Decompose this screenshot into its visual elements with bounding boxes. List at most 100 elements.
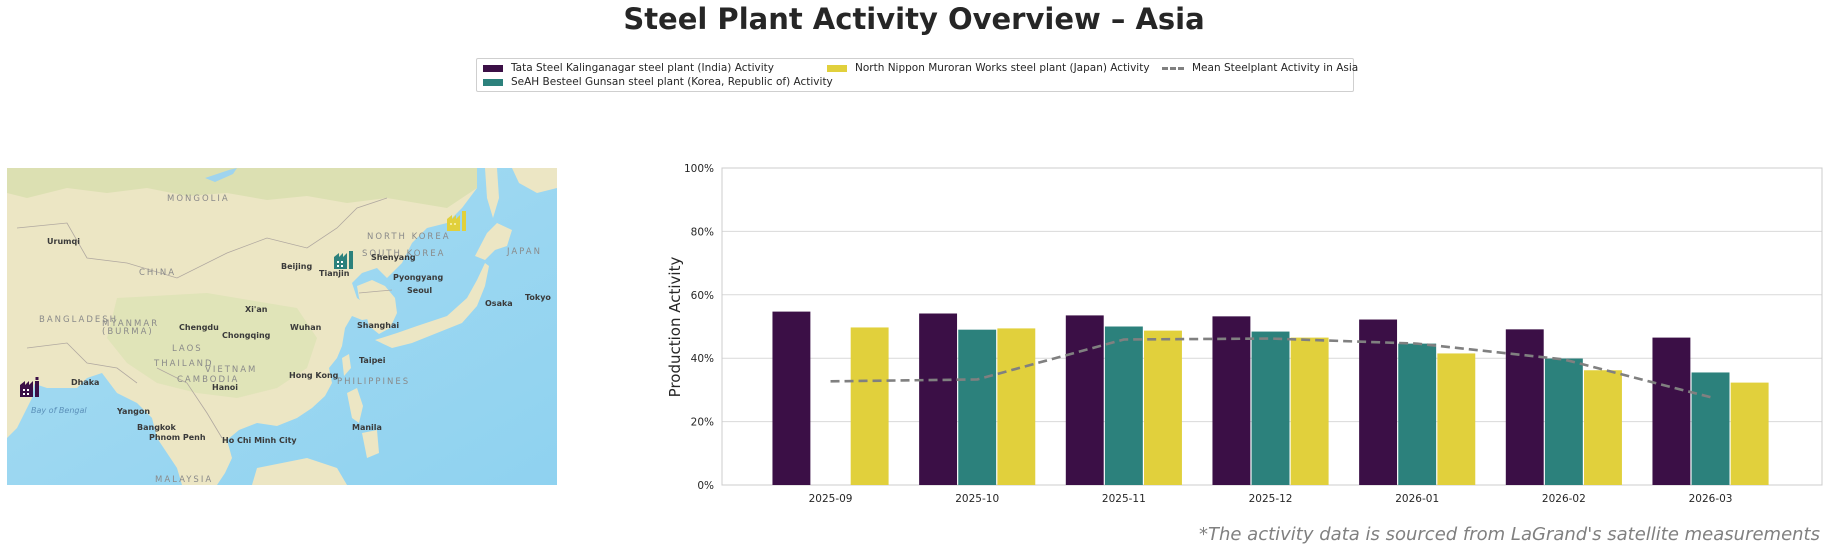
bar-tata (1359, 319, 1398, 485)
bar-seah (1544, 358, 1583, 485)
bar-nippon (1437, 353, 1476, 485)
label-myanmar: MYANMAR (102, 319, 159, 329)
label-yangon: Yangon (116, 407, 150, 416)
y-tick-label: 80% (691, 226, 714, 238)
bars (772, 311, 1769, 485)
x-tick-label: 2026-01 (1395, 493, 1439, 505)
label-bangkok: Bangkok (137, 423, 177, 432)
city-labels: Urumqi Beijing Tianjin Shenyang Pyongyan… (47, 237, 551, 445)
bar-nippon (1730, 382, 1769, 485)
bar-seah (1398, 343, 1437, 485)
x-tick-label: 2026-02 (1542, 493, 1586, 505)
label-china: CHINA (139, 268, 176, 278)
label-manila: Manila (352, 423, 382, 432)
label-beijing: Beijing (281, 262, 312, 271)
label-tokyo: Tokyo (525, 293, 551, 302)
x-ticks: 2025-09 2025-10 2025-11 2025-12 2026-01 2026-… (809, 493, 1733, 505)
bar-chart: 0% 20% 40% 60% 80% 100% 2025-09 2025-10 2025-11… (666, 163, 1823, 505)
marker-nippon[interactable] (447, 211, 466, 231)
land-sakhalin (485, 168, 499, 218)
marker-seah[interactable] (334, 251, 353, 269)
legend-label-mean: Mean Steelplant Activity in Asia (1192, 62, 1359, 74)
bar-nippon (1290, 337, 1329, 485)
label-ho-chi-minh: Ho Chi Minh City (222, 436, 297, 445)
label-cambodia: CAMBODIA (177, 375, 239, 385)
legend-label-nippon: North Nippon Muroran Works steel plant (… (855, 62, 1150, 74)
legend-swatch-seah (483, 78, 503, 86)
label-dhaka: Dhaka (71, 378, 99, 387)
x-tick-label: 2025-09 (809, 493, 853, 505)
y-axis-label: Production Activity (666, 257, 684, 398)
legend-swatch-nippon (827, 64, 847, 72)
y-ticks: 0% 20% 40% 60% 80% 100% (684, 163, 714, 492)
label-wuhan: Wuhan (290, 323, 322, 332)
chart-title: Steel Plant Activity Overview – Asia (623, 2, 1205, 36)
label-japan: JAPAN (506, 247, 542, 257)
bar-nippon (1584, 370, 1622, 485)
label-shanghai: Shanghai (357, 321, 399, 330)
bar-nippon (1144, 330, 1182, 485)
bar-tata (1652, 337, 1691, 485)
footnote: *The activity data is sourced from LaGra… (1198, 524, 1820, 545)
legend: Tata Steel Kalinganagar steel plant (Ind… (476, 58, 1358, 92)
bar-seah (958, 329, 997, 485)
x-tick-label: 2025-12 (1249, 493, 1293, 505)
bar-tata (1065, 315, 1104, 485)
label-hanoi: Hanoi (212, 383, 238, 392)
x-tick-label: 2026-03 (1689, 493, 1733, 505)
bar-tata (919, 313, 958, 485)
legend-item-mean: Mean Steelplant Activity in Asia (1162, 62, 1358, 74)
label-philippines: PHILIPPINES (337, 377, 410, 387)
label-malaysia: MALAYSIA (155, 475, 213, 485)
land-taiwan (342, 354, 351, 376)
legend-item-seah: SeAH Besteel Gunsan steel plant (Korea, … (483, 76, 833, 88)
y-tick-label: 40% (691, 353, 714, 365)
legend-swatch-mean (1162, 66, 1184, 70)
label-vietnam: VIETNAM (205, 365, 257, 375)
label-seoul: Seoul (407, 286, 432, 295)
legend-item-tata: Tata Steel Kalinganagar steel plant (Ind… (483, 62, 774, 74)
y-tick-label: 60% (691, 290, 714, 302)
label-laos: LAOS (172, 344, 203, 354)
legend-swatch-tata (483, 64, 503, 72)
factory-icon (334, 251, 353, 269)
land-korea (357, 280, 397, 334)
label-urumqi: Urumqi (47, 237, 80, 246)
label-burma: (BURMA) (102, 327, 154, 337)
factory-icon (447, 211, 466, 231)
land-forest-north (7, 168, 477, 208)
bar-nippon (997, 328, 1036, 485)
bar-seah (1104, 326, 1143, 485)
label-shenyang: Shenyang (371, 253, 416, 262)
label-phnom-penh: Phnom Penh (149, 433, 206, 442)
label-pyongyang: Pyongyang (393, 273, 443, 282)
land-india (7, 358, 37, 438)
asia-map: MONGOLIA CHINA NORTH KOREA SOUTH KOREA J… (7, 168, 557, 485)
bar-tata (772, 311, 811, 485)
label-mongolia: MONGOLIA (167, 194, 230, 204)
bar-tata (1212, 316, 1251, 485)
label-osaka: Osaka (485, 299, 513, 308)
bar-nippon (850, 327, 889, 485)
label-chongqing: Chongqing (222, 331, 271, 340)
x-tick-label: 2025-10 (955, 493, 999, 505)
label-tianjin: Tianjin (319, 269, 350, 278)
marker-tata[interactable] (20, 377, 39, 397)
land-borneo (252, 458, 347, 485)
bar-seah (1251, 331, 1290, 485)
land-japan-hokkaido (475, 223, 512, 260)
land-philippines (347, 388, 379, 458)
label-taipei: Taipei (359, 356, 386, 365)
label-north-korea: NORTH KOREA (367, 232, 451, 242)
y-tick-label: 20% (691, 417, 714, 429)
label-bangladesh: BANGLADESH (39, 315, 118, 325)
legend-item-nippon: North Nippon Muroran Works steel plant (… (827, 62, 1150, 74)
label-chengdu: Chengdu (179, 323, 219, 332)
factory-icon (20, 377, 39, 397)
y-tick-label: 100% (684, 163, 714, 175)
mean-line (830, 337, 1711, 399)
legend-label-seah: SeAH Besteel Gunsan steel plant (Korea, … (511, 76, 833, 88)
legend-label-tata: Tata Steel Kalinganagar steel plant (Ind… (511, 62, 774, 74)
lake-baikal (205, 168, 237, 182)
land-japan-honshu (375, 263, 489, 348)
